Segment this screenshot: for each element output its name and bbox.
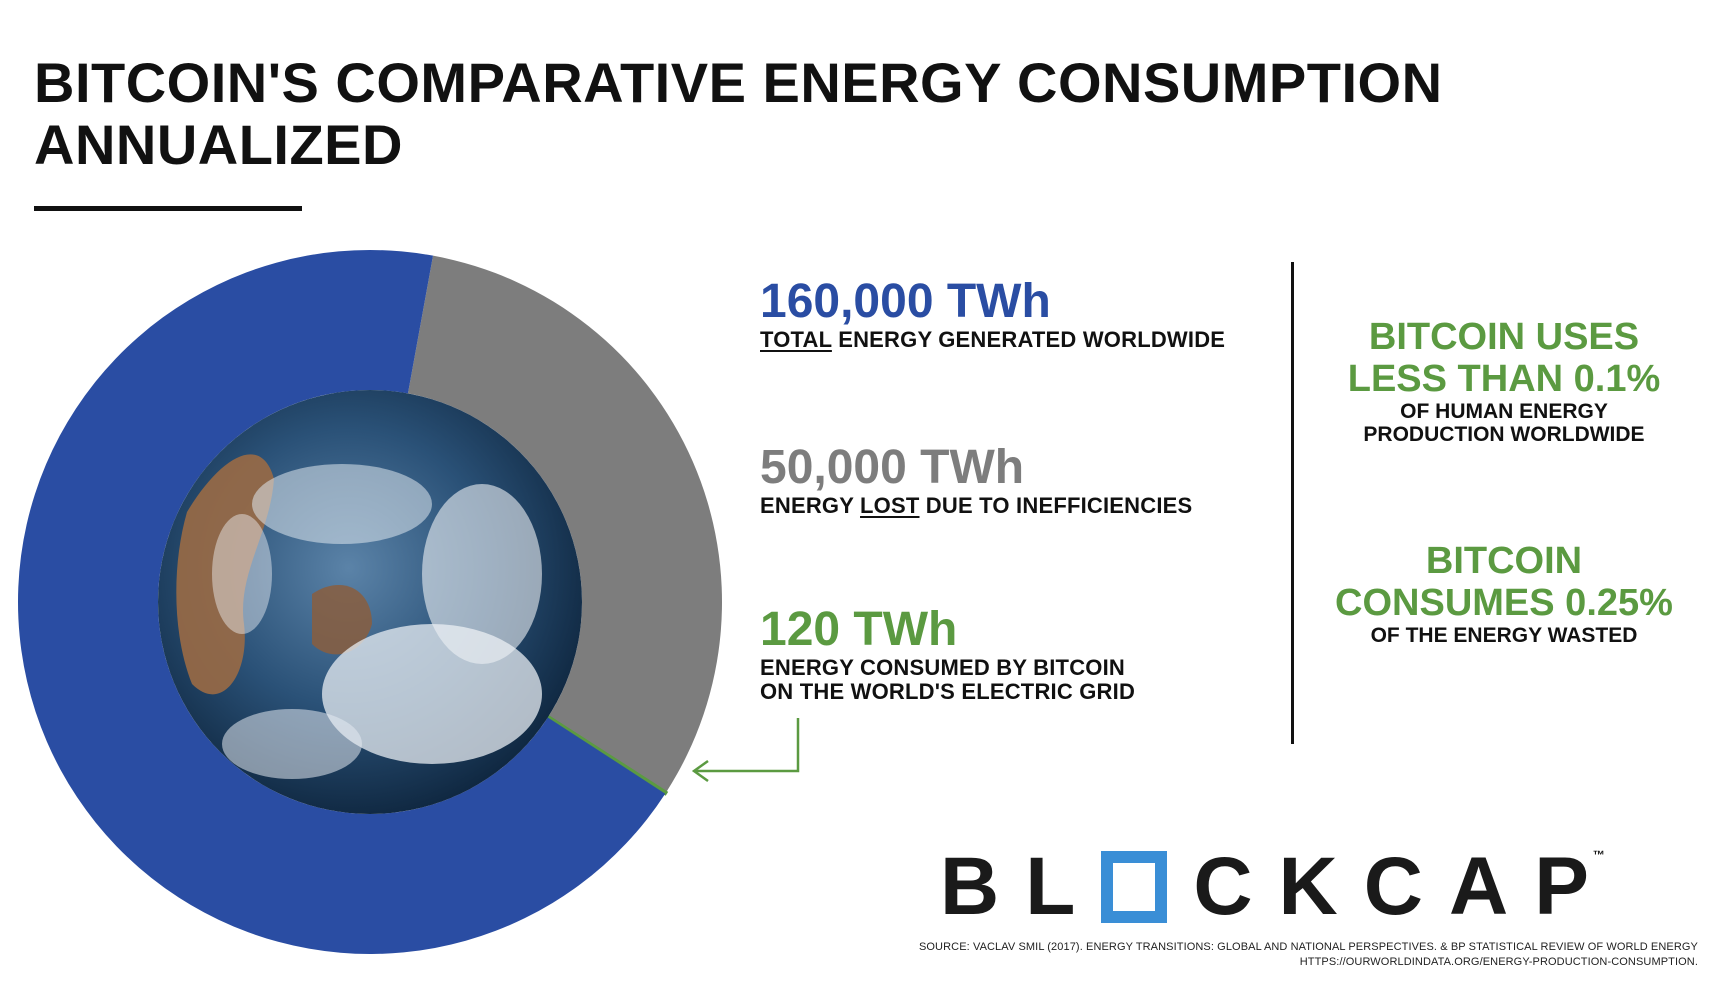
logo-square-icon <box>1101 851 1168 923</box>
fact-uses-headline-1: BITCOIN USES <box>1368 316 1640 358</box>
pointer-arrow-icon <box>691 718 800 783</box>
source-citation: SOURCE: VACLAV SMIL (2017). ENERGY TRANS… <box>919 940 1698 970</box>
earth-globe <box>158 390 582 814</box>
logo-letter: B <box>940 841 1000 932</box>
fact-consumes-caption-1: OF THE ENERGY WASTED <box>1370 624 1638 647</box>
trademark-symbol: ™ <box>1592 848 1605 862</box>
stat-lost-energy: 50,000 TWh ENERGY LOST DUE TO INEFFICIEN… <box>760 442 1192 518</box>
vertical-divider <box>1291 262 1294 744</box>
fact-uses-headline-2: LESS THAN 0.1% <box>1347 358 1661 400</box>
title-underline <box>34 206 302 211</box>
total-energy-value: 160,000 TWh <box>760 275 1051 328</box>
lost-energy-label: ENERGY LOST DUE TO INEFFICIENCIES <box>760 493 1193 518</box>
donut-slice-lost <box>407 255 722 793</box>
blockcap-logo: B L C K C A P ™ <box>940 841 1605 932</box>
title-line-2: ANNUALIZED <box>34 113 403 176</box>
source-url: HTTPS://OURWORLDINDATA.ORG/ENERGY-PRODUC… <box>1299 956 1698 968</box>
fact-uses-caption-1: OF HUMAN ENERGY <box>1400 400 1608 423</box>
donut-slice-total <box>18 249 666 954</box>
bitcoin-energy-value: 120 TWh <box>760 603 958 656</box>
lost-energy-value: 50,000 TWh <box>760 441 1025 494</box>
energy-donut-chart <box>18 249 722 954</box>
stat-total-energy: 160,000 TWh TOTAL ENERGY GENERATED WORLD… <box>760 276 1225 352</box>
source-line-1: SOURCE: VACLAV SMIL (2017). ENERGY TRANS… <box>918 941 1698 953</box>
fact-uses-caption-2: PRODUCTION WORLDWIDE <box>1363 423 1645 446</box>
total-energy-label: TOTAL ENERGY GENERATED WORLDWIDE <box>760 327 1226 352</box>
logo-letter: C <box>1363 841 1423 932</box>
fact-consumes-headline-1: BITCOIN <box>1425 540 1583 582</box>
logo-letter: K <box>1278 841 1338 932</box>
title-line-1: BITCOIN'S COMPARATIVE ENERGY CONSUMPTION <box>34 51 1443 114</box>
logo-letter: A <box>1448 841 1509 932</box>
fact-bitcoin-consumes: BITCOIN CONSUMES 0.25% OF THE ENERGY WAS… <box>1300 540 1708 647</box>
chart-title: BITCOIN'S COMPARATIVE ENERGY CONSUMPTION… <box>34 52 1694 176</box>
bitcoin-energy-label: ENERGY CONSUMED BY BITCOIN ON THE WORLD'S… <box>760 655 1136 704</box>
logo-letter: L <box>1025 841 1076 932</box>
logo-letter: P <box>1534 841 1589 932</box>
fact-bitcoin-uses: BITCOIN USES LESS THAN 0.1% OF HUMAN ENE… <box>1300 316 1708 446</box>
logo-letter: C <box>1193 841 1253 932</box>
fact-consumes-headline-2: CONSUMES 0.25% <box>1335 582 1673 624</box>
stat-bitcoin-energy: 120 TWh ENERGY CONSUMED BY BITCOIN ON THE… <box>760 604 1135 704</box>
